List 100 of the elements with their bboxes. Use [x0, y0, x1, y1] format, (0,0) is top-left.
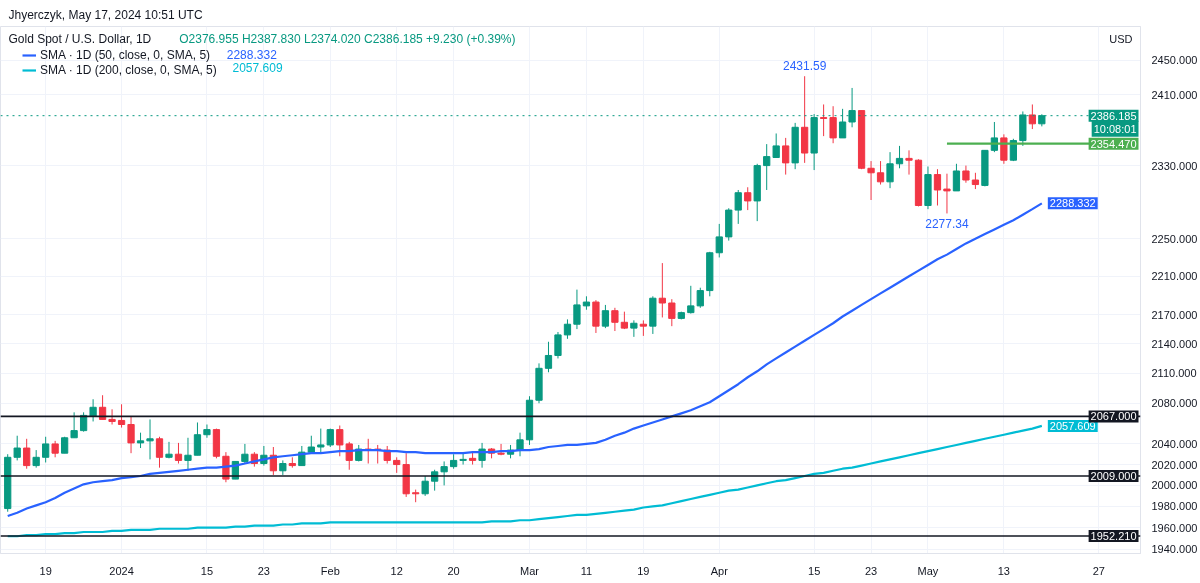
candlestick [317, 428, 325, 454]
candlestick [79, 411, 88, 433]
candlestick [127, 415, 135, 454]
candlestick [421, 475, 429, 497]
x-tick-label: Apr [710, 564, 729, 577]
candlestick [696, 287, 704, 309]
x-tick-label: 23 [257, 564, 270, 577]
text: Gold Spot / U.S. Dollar, 1D [8, 31, 152, 46]
y-tick-label: 2020.000 [1151, 458, 1198, 471]
candlestick [497, 443, 505, 456]
candlestick [952, 163, 961, 192]
text: Jhyerczyk, May 17, 2024 10:51 UTC [8, 7, 203, 22]
line-series [6, 202, 1043, 518]
y-tick-label: 2410.000 [1151, 88, 1198, 101]
ref-line-label: 2067.000 [1090, 410, 1137, 423]
candlestick [165, 441, 173, 459]
candlestick [155, 436, 164, 469]
x-tick-label: 19 [637, 564, 650, 577]
text: 2057.609 [232, 60, 283, 75]
candlestick [630, 319, 638, 338]
y-tick-label: 2330.000 [1151, 159, 1198, 172]
candlestick [943, 173, 951, 214]
y-tick-label: 2450.000 [1151, 54, 1198, 67]
candlestick [819, 103, 828, 137]
candlestick [744, 186, 752, 211]
candlestick [611, 307, 619, 332]
y-axis-title: USD [1109, 32, 1133, 45]
candlestick [23, 438, 31, 470]
data-label: 2057.609 [1049, 419, 1096, 432]
x-tick-label: 27 [1092, 564, 1105, 577]
x-tick-label: 15 [200, 564, 214, 577]
candlestick [544, 341, 553, 373]
candlestick [658, 262, 666, 318]
text: 2288.332 [226, 47, 277, 62]
candlestick [89, 398, 97, 422]
ref-line-label: 2386.185 [1090, 109, 1137, 122]
x-tick-label: Feb [320, 564, 340, 577]
candlestick [70, 411, 78, 439]
candlestick [782, 137, 790, 176]
x-tick-label: 19 [39, 564, 52, 577]
y-tick-label: 1940.000 [1151, 543, 1198, 556]
y-tick-label: 2040.000 [1151, 437, 1198, 450]
candlestick [895, 145, 904, 169]
x-tick-label: 15 [808, 564, 821, 577]
candlestick [440, 460, 448, 486]
annotation: 10:08:01 [1093, 122, 1137, 135]
candlestick [668, 298, 676, 327]
annotation: 2431.59 [782, 59, 827, 74]
candlestick [563, 318, 572, 340]
data-label: 2354.470 [1090, 137, 1137, 150]
y-tick-label: 2080.000 [1151, 397, 1198, 410]
candlestick [146, 418, 154, 460]
candlestick [886, 151, 894, 189]
annotation: 2277.34 [925, 217, 969, 232]
x-tick-label: May [917, 564, 939, 577]
candlestick [876, 160, 885, 186]
candlestick [108, 408, 116, 426]
candlestick [1000, 133, 1008, 165]
candlestick [601, 304, 610, 329]
y-tick-label: 2110.000 [1151, 367, 1197, 380]
y-tick-label: 1960.000 [1151, 521, 1198, 534]
candlestick [905, 149, 913, 176]
ref-line-label: 2009.000 [1090, 469, 1137, 482]
candlestick [203, 424, 211, 439]
candlestick [184, 437, 192, 472]
x-tick-label: 13 [997, 564, 1011, 577]
y-tick-label: 2140.000 [1151, 337, 1198, 350]
y-tick-label: 2210.000 [1151, 270, 1198, 283]
legend-label: SMA · 1D (200, close, 0, SMA, 5) [40, 63, 217, 77]
candlestick [829, 105, 837, 144]
x-tick-label: 20 [447, 564, 460, 577]
x-tick-label: 11 [580, 564, 593, 577]
candlestick [715, 223, 723, 258]
candlestick [867, 160, 875, 201]
candlestick [174, 442, 183, 465]
x-tick-label: 2024 [109, 564, 134, 577]
x-tick-label: 23 [864, 564, 878, 577]
candlestick [13, 435, 21, 461]
y-tick-label: 2000.000 [1151, 479, 1198, 492]
candlestick [516, 432, 524, 457]
data-label: 2288.332 [1049, 197, 1096, 210]
candlestick [734, 189, 742, 225]
candlestick [193, 421, 202, 456]
y-tick-label: 2250.000 [1151, 232, 1198, 245]
candlestick [763, 143, 771, 191]
candlestick [1028, 103, 1036, 130]
candlestick [687, 285, 695, 315]
candlestick [573, 289, 581, 330]
y-tick-label: 2170.000 [1151, 308, 1198, 321]
candlestick [42, 436, 50, 463]
x-tick-label: 12 [390, 564, 403, 577]
text: O2376.955 H2387.830 L2374.020 C2386.185 +9.230 (+0.39%) [179, 31, 516, 46]
candlestick [933, 168, 942, 206]
candlestick [772, 132, 780, 159]
candlestick [459, 452, 467, 466]
legend-label: SMA · 1D (50, close, 0, SMA, 5) [40, 48, 211, 62]
ref-line-label: 1952.210 [1090, 530, 1137, 543]
y-tick-label: 1980.000 [1151, 500, 1198, 513]
x-tick-label: Mar [520, 564, 540, 577]
candlestick [117, 403, 126, 429]
